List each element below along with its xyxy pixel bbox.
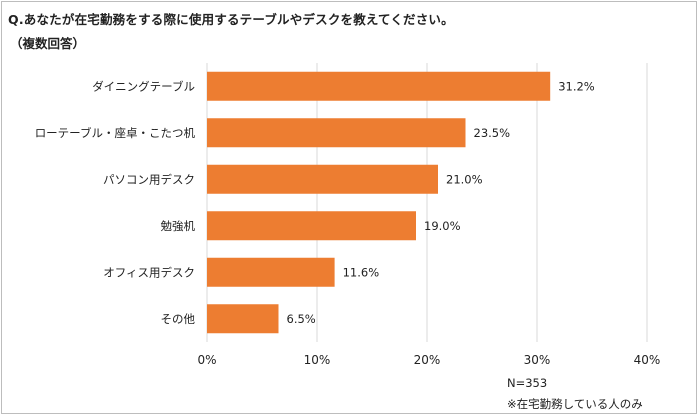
data-label: 19.0%	[424, 219, 461, 233]
bar	[207, 118, 466, 148]
data-label: 11.6%	[343, 265, 380, 279]
data-label: 21.0%	[446, 172, 483, 186]
category-label: パソコン用デスク	[103, 172, 195, 186]
x-tick-label: 0%	[197, 353, 216, 367]
x-tick-label: 20%	[414, 353, 441, 367]
bar	[207, 257, 335, 287]
sample-size-note: N=353	[507, 376, 548, 390]
bar	[207, 71, 551, 101]
x-tick-label: 10%	[304, 353, 331, 367]
category-label: ローテーブル・座卓・こたつ机	[35, 126, 196, 140]
chart-title: Q.あなたが在宅勤務をする際に使用するテーブルやデスクを教えてください。	[8, 12, 454, 27]
category-label: ダイニングテーブル	[92, 79, 195, 93]
category-label: その他	[161, 312, 196, 326]
category-label: 勉強机	[161, 219, 196, 233]
data-label: 6.5%	[287, 312, 316, 326]
scope-note: ※在宅勤務している人のみ	[507, 397, 643, 411]
bar	[207, 164, 438, 194]
data-label: 23.5%	[474, 126, 511, 140]
chart-subtitle: （複数回答）	[10, 36, 86, 51]
data-label: 31.2%	[558, 79, 595, 93]
bar	[207, 211, 416, 241]
bar	[207, 304, 279, 334]
category-label: オフィス用デスク	[103, 265, 195, 279]
x-tick-label: 40%	[634, 353, 661, 367]
x-tick-label: 30%	[524, 353, 551, 367]
